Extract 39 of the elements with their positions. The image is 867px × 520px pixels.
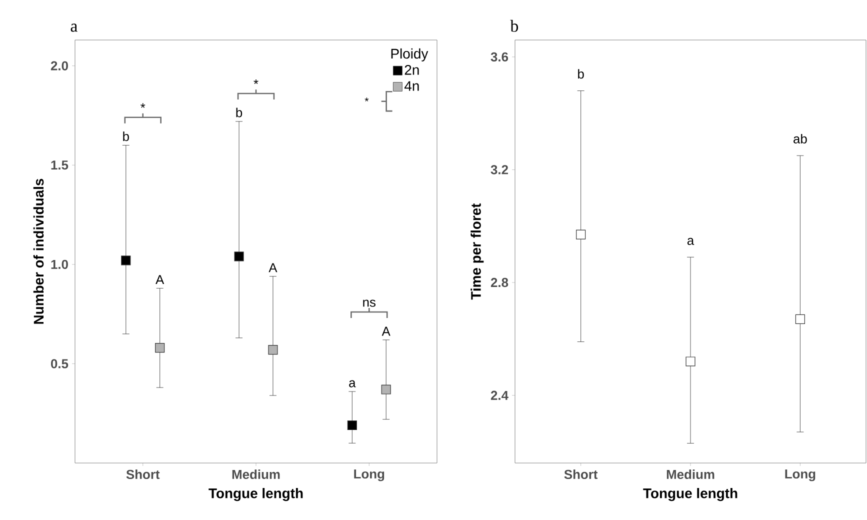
annotation: b [578,69,584,79]
legend-label: 4n [404,81,419,91]
y-tick-label: 2.4 [490,390,508,400]
chart-title: a [70,24,78,32]
x-tick-label: Short [126,470,160,480]
annotation: * [140,103,146,108]
y-tick-label: 2.8 [490,278,508,288]
annotation: A [156,275,164,284]
x-tick-label: Short [564,470,598,480]
annotation: a [349,380,356,388]
point [795,314,805,324]
y-tick-label: 3.2 [490,165,508,174]
x-axis-title: Tongue length [643,488,738,502]
y-tick-label: 0.5 [51,359,68,368]
annotation: b [123,132,129,142]
y-tick-label: 3.6 [490,52,508,62]
y-axis-title: Time per floret [470,203,484,300]
chart-title: b [510,20,518,32]
annotation: ns [363,300,376,307]
x-tick-label: Medium [232,470,280,480]
x-tick-label: Long [785,470,816,482]
y-axis-title: Number of individuals [33,178,44,324]
x-tick-label: Medium [666,470,714,480]
y-tick-label: 2.0 [50,61,68,70]
legend-label: 2n [404,64,419,75]
x-axis-title: Tongue length [208,488,303,502]
annotation: A [268,263,278,272]
annotation: * [364,98,369,102]
x-tick-label: Long [354,470,384,482]
annotation: A [382,326,390,336]
y-tick-label: 1.0 [51,260,68,269]
point [576,230,586,240]
annotation: b [236,108,242,118]
point [686,356,696,366]
annotation: * [254,79,258,84]
annotation: a [687,238,694,245]
annotation: ab [794,134,807,144]
y-tick-label: 1.5 [51,160,68,170]
legend-title: Ploidy [391,48,428,62]
